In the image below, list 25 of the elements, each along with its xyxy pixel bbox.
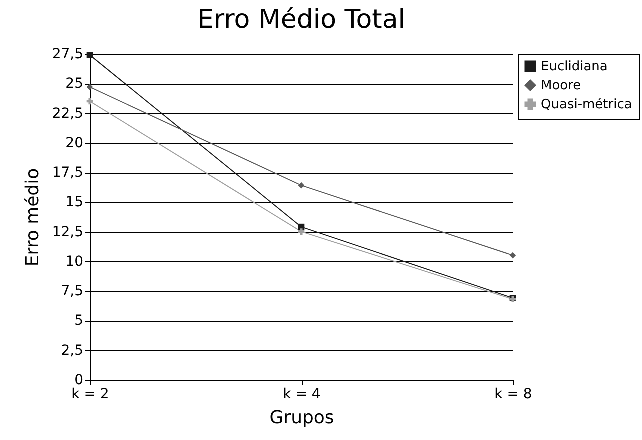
x-axis-title: Grupos	[270, 408, 334, 428]
y-tick-label: 27,5	[52, 46, 84, 62]
y-tick-label: 20	[66, 135, 84, 152]
y-tick-label: 25	[66, 76, 84, 92]
point	[298, 182, 305, 189]
y-axis-title: Erro médio	[22, 168, 44, 267]
y-tick-label: 5	[74, 313, 84, 330]
x-tick-label: k = 4	[283, 386, 321, 402]
point	[510, 252, 516, 259]
legend-label: Euclidiana	[541, 60, 608, 74]
y-tick-label: 7,5	[61, 284, 84, 300]
y-tick-label: 10	[66, 254, 84, 270]
x-tick-label: k = 8	[494, 386, 532, 402]
legend-label: Quasi-métrica	[541, 98, 632, 112]
y-tick-label: 22,5	[52, 106, 84, 122]
y-tick-label: 0	[74, 372, 84, 388]
x-tick-label: k = 2	[72, 386, 110, 402]
y-tick-label: 17,5	[52, 165, 84, 182]
legend-label: Moore	[541, 78, 582, 94]
point	[86, 98, 94, 105]
y-tick-label: 12,5	[52, 224, 84, 240]
y-tick-label: 2,5	[61, 342, 84, 359]
y-tick-label: 15	[66, 194, 84, 211]
point	[298, 228, 305, 235]
chart-title: Erro Médio Total	[198, 5, 406, 35]
